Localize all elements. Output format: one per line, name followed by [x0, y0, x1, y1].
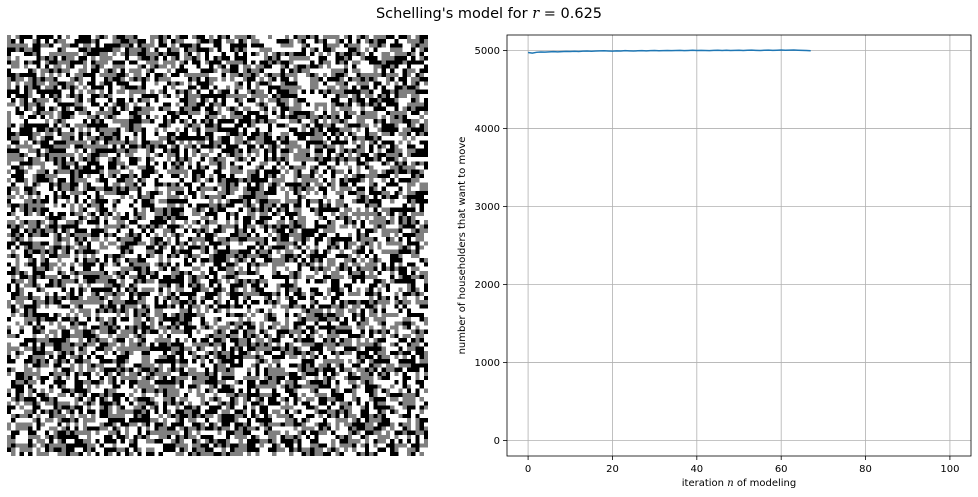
y-tick-label: 1000	[475, 358, 500, 369]
y-axis-ticks: 0 1000 2000 3000 4000 5000	[475, 46, 507, 447]
axes-frame	[506, 34, 972, 457]
y-tick-label: 5000	[475, 46, 500, 57]
x-tick-label: 100	[940, 464, 959, 475]
x-tick-label: 80	[859, 464, 872, 475]
x-tick-label: 40	[690, 464, 703, 475]
schelling-grid-image	[7, 35, 428, 456]
x-tick-label: 20	[606, 464, 619, 475]
x-axis-ticks: 0 20 40 60 80 100	[525, 456, 959, 475]
x-tick-label: 0	[525, 464, 531, 475]
series-line-moves	[527, 49, 811, 54]
y-tick-label: 0	[494, 436, 500, 447]
y-tick-label: 4000	[475, 124, 500, 135]
y-axis-label: number of householders that want to move	[457, 137, 468, 355]
x-axis-label: iteration n of modeling	[682, 478, 797, 489]
figure-title: Schelling's model for r = 0.625	[375, 6, 603, 22]
x-tick-label: 60	[775, 464, 788, 475]
y-tick-label: 2000	[475, 280, 500, 291]
gridlines	[507, 35, 971, 456]
y-tick-label: 3000	[475, 202, 500, 213]
